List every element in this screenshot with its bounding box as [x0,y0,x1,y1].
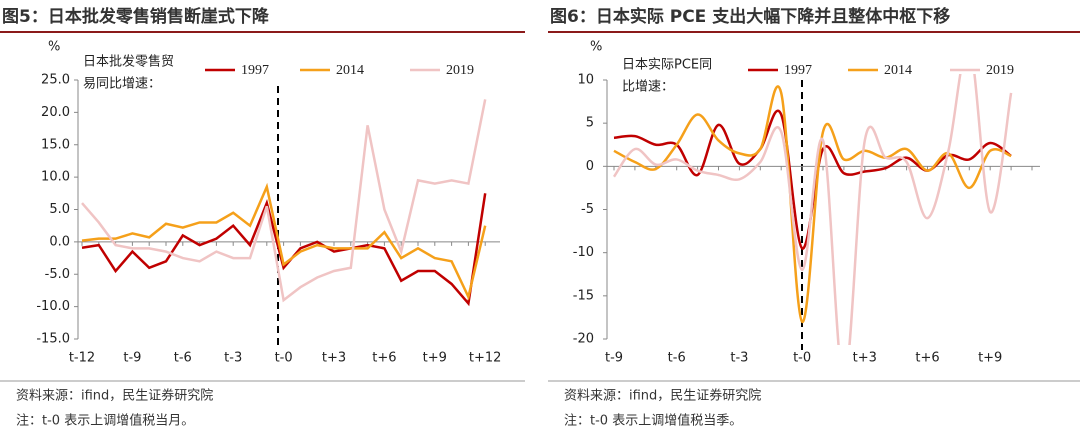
legend-label: 1997 [241,63,269,78]
annotation: 日本实际PCE同 [622,58,712,73]
x-tick-label: t-3 [224,351,242,366]
legend-label: 2014 [336,63,364,78]
x-tick-label: t+9 [978,351,1002,366]
x-tick-label: t+3 [322,351,346,366]
x-tick-label: t+6 [372,351,396,366]
legend-label: 2019 [446,63,474,78]
annotation: 易同比增速： [83,77,161,92]
y-tick-label: -20 [573,332,594,347]
series-line [81,193,487,307]
series-line [81,182,487,301]
y-tick-label: -10 [573,245,594,260]
y-tick-label: 5 [586,116,594,131]
y-axis-label: % [48,40,60,55]
y-tick-label: 0.0 [49,234,70,249]
y-tick-label: -10.0 [36,299,70,314]
source: 资料来源：ifind，民生证券研究院 [16,388,213,404]
series-line [612,74,1013,345]
x-tick-label: t-0 [793,351,811,366]
y-tick-label: 15.0 [41,137,70,152]
y-tick-label: -15 [573,288,594,303]
x-tick-label: t+3 [853,351,877,366]
legend-label: 2014 [884,63,912,78]
chart-title: 图5：日本批发零售销售断崖式下降 [2,6,270,27]
y-tick-label: 25.0 [41,73,70,88]
series-line [613,85,1012,324]
series-line [81,99,487,303]
note: 注：t-0 表示上调增值税当季。 [564,413,742,429]
x-tick-label: t-12 [69,351,95,366]
annotation: 比增速： [622,80,674,95]
y-tick-label: 20.0 [41,105,70,120]
source: 资料来源：ifind，民生证券研究院 [564,388,761,404]
y-tick-label: -5 [581,202,594,217]
x-tick-label: t+6 [915,351,939,366]
x-tick-label: t-9 [123,351,141,366]
chart-title: 图6：日本实际 PCE 支出大幅下降并且整体中枢下移 [550,6,950,27]
y-tick-label: 0 [586,159,594,174]
x-tick-label: t-3 [730,351,748,366]
y-tick-label: -15.0 [36,332,70,347]
y-tick-label: 10.0 [41,170,70,185]
legend-label: 2019 [986,63,1014,78]
y-tick-label: 5.0 [49,202,70,217]
x-tick-label: t-9 [605,351,623,366]
y-tick-label: 10 [577,73,594,88]
legend-label: 1997 [784,63,812,78]
note: 注：t-0 表示上调增值税当月。 [16,413,194,429]
x-tick-label: t-6 [174,351,192,366]
annotation: 日本批发零售贸 [83,54,174,70]
y-tick-label: -5.0 [45,267,70,282]
x-tick-label: t+9 [423,351,447,366]
x-tick-label: t+12 [469,351,502,366]
y-axis-label: % [590,40,602,55]
x-tick-label: t-6 [668,351,686,366]
x-tick-label: t-0 [275,351,293,366]
